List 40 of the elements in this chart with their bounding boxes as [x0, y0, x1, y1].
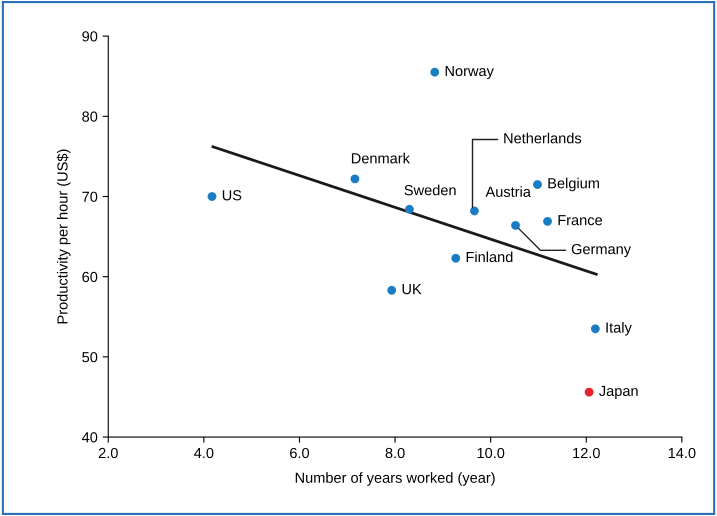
annotation: Belgium	[548, 178, 599, 192]
y-tick-label: 40	[82, 432, 98, 442]
y-tick-label: 80	[82, 111, 98, 122]
annotation: Austria	[486, 186, 531, 197]
x-tick-label: 8.0	[386, 448, 405, 458]
y-axis-title: Productivity per hour (US$)	[56, 150, 71, 324]
x-tick-label: 4.0	[194, 448, 214, 458]
annotation: Japan	[599, 386, 638, 399]
x-axis-title: Number of years worked (year)	[296, 472, 495, 486]
point	[208, 192, 216, 201]
y-tick-label: 50	[82, 352, 98, 362]
point	[350, 174, 360, 184]
x-tick-label: 14.0	[668, 448, 696, 458]
x-tick-label: 12.0	[573, 448, 600, 458]
point	[533, 180, 542, 189]
annotation: Germany	[572, 244, 632, 258]
point	[584, 388, 594, 397]
point	[387, 286, 396, 295]
annotation: Norway	[446, 66, 494, 79]
y-tick-label: 90	[82, 31, 98, 42]
point	[430, 68, 440, 77]
annotation: France	[558, 215, 602, 226]
annotation: Finland	[466, 251, 512, 262]
x-tick-label: 2.0	[98, 448, 118, 458]
annotation: US	[222, 190, 242, 200]
point	[590, 324, 600, 334]
point	[451, 254, 460, 263]
y-tick-label: 60	[82, 272, 98, 282]
annotation: Italy	[606, 322, 632, 336]
y-tick-label: 70	[82, 192, 98, 202]
annotation: Denmark	[352, 152, 410, 164]
annotation: UK	[402, 284, 422, 294]
point	[405, 204, 414, 214]
x-tick-label: 10.0	[478, 448, 504, 458]
x-tick-label: 6.0	[290, 448, 310, 458]
point	[511, 220, 520, 230]
annotation: Netherlands	[504, 132, 582, 144]
point	[543, 216, 552, 226]
point	[470, 206, 479, 216]
annotation: Sweden	[404, 184, 456, 196]
